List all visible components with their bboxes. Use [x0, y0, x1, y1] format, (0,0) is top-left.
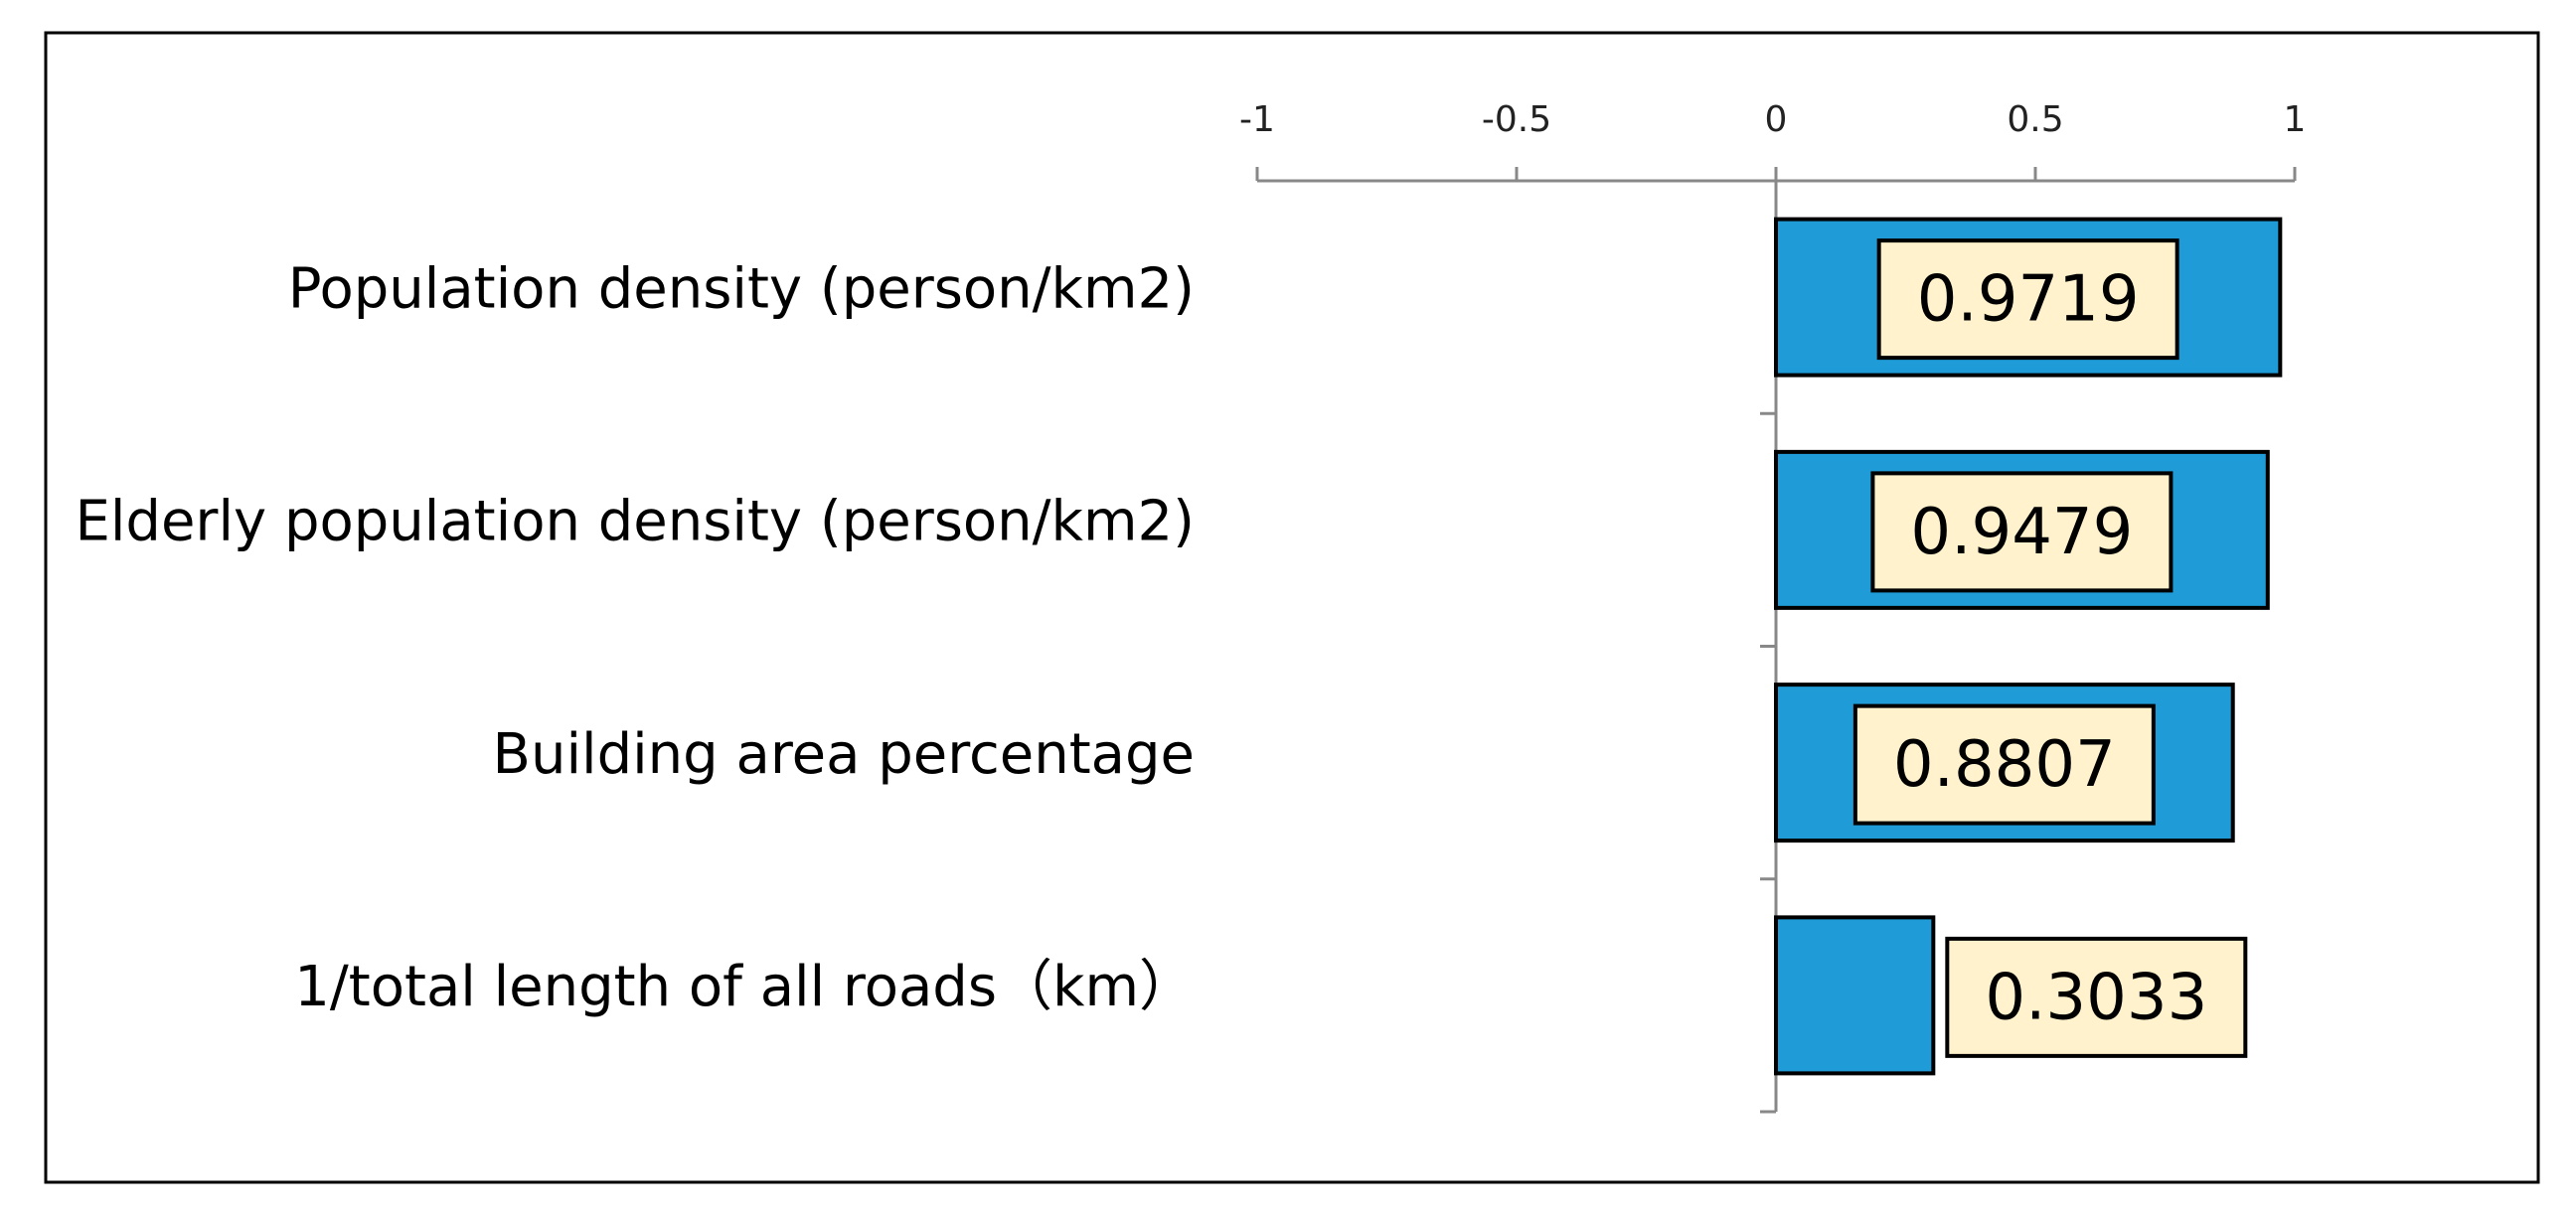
data-label: 0.8807 — [1893, 728, 2116, 802]
x-tick-label: 0.5 — [2007, 99, 2063, 140]
y-tick-label: Building area percentage — [493, 722, 1195, 787]
data-label: 0.9719 — [1917, 263, 2140, 337]
data-label: 0.3033 — [1985, 961, 2207, 1034]
data-label-box — [1870, 471, 2174, 593]
data-label-box — [1852, 703, 2156, 826]
y-tick-label: 1/total length of all roads（km） — [294, 955, 1195, 1019]
x-tick-label: 0 — [1765, 99, 1788, 140]
data-label: 0.9479 — [1910, 496, 2133, 569]
y-tick-label: Elderly population density (person/km2) — [75, 490, 1195, 554]
x-tick-label: -1 — [1239, 99, 1275, 140]
x-tick-label: -0.5 — [1482, 99, 1551, 140]
chart-border — [44, 31, 2540, 1184]
data-label-box — [1945, 936, 2248, 1058]
y-tick-label: Population density (person/km2) — [288, 256, 1195, 321]
x-tick-label: 1 — [2284, 99, 2307, 140]
data-label-box — [1876, 238, 2179, 361]
bar — [1774, 915, 1936, 1076]
